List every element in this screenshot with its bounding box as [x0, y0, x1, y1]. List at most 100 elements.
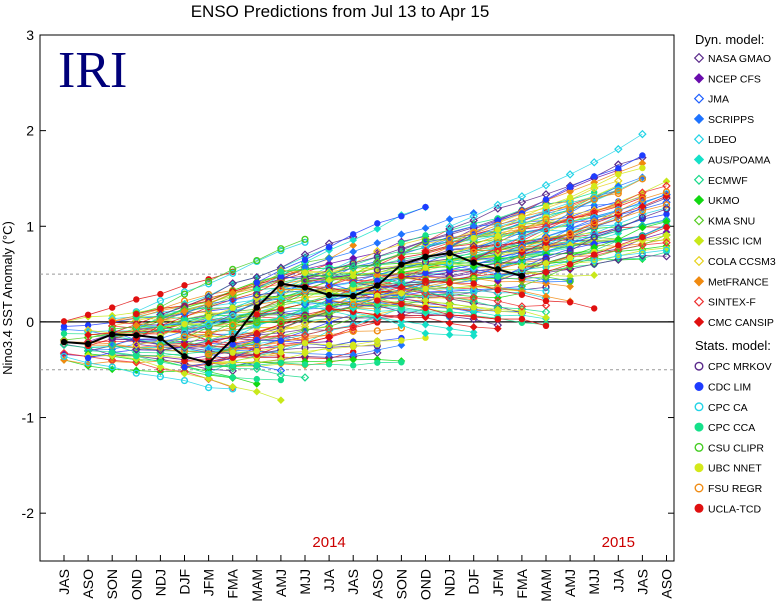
forecast-point	[229, 304, 236, 312]
forecast-line	[497, 197, 667, 266]
forecast-point	[229, 374, 236, 381]
y-tick-label: -1	[22, 410, 35, 426]
forecast-point	[494, 286, 501, 294]
forecast-point	[324, 325, 334, 334]
forecast-point	[253, 348, 260, 355]
forecast-point	[615, 165, 622, 172]
forecast-point	[180, 341, 189, 349]
forecast-point	[253, 311, 260, 318]
forecast-point	[422, 285, 429, 293]
forecast-point	[108, 319, 116, 326]
forecast-line	[136, 238, 306, 315]
forecast-point	[229, 349, 236, 356]
forecast-point	[446, 259, 454, 267]
forecast-point	[348, 263, 358, 272]
observed-point	[84, 340, 92, 348]
observed-point	[253, 304, 260, 311]
forecast-line	[112, 275, 282, 322]
legend-label: ECMWF	[708, 175, 748, 187]
forecast-point	[638, 202, 647, 211]
forecast-point	[132, 324, 141, 333]
model-forecast-run	[470, 175, 647, 256]
forecast-point	[494, 232, 501, 240]
model-forecast-run	[398, 273, 598, 312]
forecast-point	[60, 330, 68, 337]
forecast-point	[301, 269, 309, 276]
forecast-line	[521, 191, 667, 249]
legend-marker	[694, 402, 704, 412]
forecast-point	[205, 321, 213, 329]
forecast-point	[229, 341, 236, 348]
forecast-point	[277, 359, 285, 366]
legend-label: AUS/POAMA	[708, 155, 770, 167]
forecast-point	[374, 220, 381, 227]
forecast-point	[469, 323, 478, 331]
forecast-point	[325, 254, 333, 263]
forecast-point	[422, 264, 429, 271]
year-label: 2015	[602, 534, 635, 551]
forecast-point	[591, 182, 598, 190]
forecast-point	[638, 223, 647, 232]
forecast-point	[228, 289, 237, 297]
y-tick-label: 3	[26, 27, 34, 43]
forecast-line	[63, 343, 233, 372]
forecast-point	[253, 375, 260, 383]
x-tick-label: NDJ	[442, 569, 458, 596]
forecast-point	[157, 325, 164, 332]
legend-marker	[694, 422, 704, 432]
forecast-point	[446, 235, 454, 243]
forecast-point	[349, 247, 358, 256]
forecast-point	[493, 257, 503, 267]
forecast-line	[377, 276, 547, 313]
model-forecast-run	[374, 297, 550, 330]
forecast-line	[449, 193, 619, 240]
forecast-point	[542, 322, 550, 330]
forecast-point	[517, 302, 527, 311]
forecast-point	[565, 170, 575, 179]
legend-label: JMA	[708, 94, 729, 106]
forecast-point	[84, 354, 92, 362]
legend-marker	[693, 52, 705, 64]
model-forecast-run	[445, 129, 647, 231]
forecast-point	[469, 212, 478, 221]
forecast-point	[204, 304, 213, 313]
forecast-point	[638, 195, 647, 203]
forecast-point	[542, 260, 550, 267]
observed-line	[63, 252, 523, 365]
forecast-line	[497, 185, 667, 251]
legend: Dyn. model: NASA GMAO NCEP CFS JMA SCRIPPS LD…	[693, 32, 776, 515]
forecast-point	[325, 350, 333, 359]
forecast-point	[398, 213, 405, 220]
observed-point	[422, 253, 429, 261]
forecast-point	[300, 300, 310, 309]
forecast-line	[112, 352, 281, 381]
forecast-point	[276, 298, 286, 308]
forecast-point	[277, 245, 285, 253]
legend-label: FSU REGR	[708, 483, 763, 495]
observed-point	[181, 353, 188, 360]
x-tick-label: NDJ	[152, 569, 168, 596]
forecast-point	[350, 341, 357, 348]
forecast-point	[229, 321, 237, 329]
forecast-point	[662, 188, 671, 196]
x-tick-label: DJF	[177, 569, 193, 595]
forecast-point	[445, 319, 454, 328]
forecast-point	[374, 337, 381, 345]
forecast-point	[566, 272, 574, 281]
observed-point	[133, 332, 140, 339]
legend-label: CMC CANSIP	[708, 317, 774, 329]
forecast-point	[662, 236, 671, 244]
forecast-point	[422, 277, 429, 284]
forecast-point	[156, 363, 165, 371]
forecast-point	[638, 129, 647, 139]
observed-point	[277, 280, 285, 287]
forecast-point	[638, 249, 647, 257]
forecast-point	[277, 343, 285, 351]
forecast-point	[494, 226, 501, 233]
forecast-point	[639, 164, 646, 172]
observed-point	[398, 261, 405, 268]
forecast-point	[373, 257, 382, 267]
forecast-point	[300, 293, 310, 303]
forecast-point	[108, 349, 116, 356]
forecast-point	[494, 240, 502, 248]
